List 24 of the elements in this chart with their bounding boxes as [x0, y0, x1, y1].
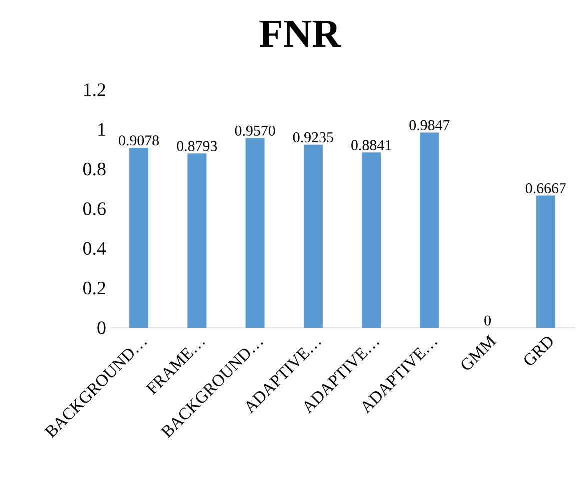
y-tick-label: 0.8 [84, 162, 106, 176]
data-label: 0.9847 [410, 120, 450, 131]
chart-title: FNR [260, 20, 342, 48]
bar [420, 132, 440, 328]
y-tick-label: 0 [98, 322, 106, 334]
data-label: 0.9078 [119, 136, 160, 146]
bar [304, 144, 323, 328]
x-tick-label: GRD [524, 336, 553, 366]
data-label: 0.8841 [352, 140, 392, 150]
bar [536, 196, 556, 328]
bar [130, 148, 149, 328]
y-tick-label: 1.2 [84, 84, 106, 96]
y-tick-label: 0.2 [84, 282, 106, 295]
data-label: 0 [484, 316, 491, 326]
data-label: 0.8793 [177, 141, 218, 152]
y-tick-label: 1 [98, 123, 106, 136]
data-label: 0.9235 [293, 132, 334, 143]
y-tick-label: 0.4 [84, 242, 106, 256]
bar [362, 152, 382, 328]
y-tick-label: 0.6 [84, 202, 106, 216]
bar [188, 154, 207, 328]
bar [246, 138, 265, 328]
data-label: 0.6667 [526, 183, 566, 194]
data-label: 0.9570 [235, 126, 276, 136]
